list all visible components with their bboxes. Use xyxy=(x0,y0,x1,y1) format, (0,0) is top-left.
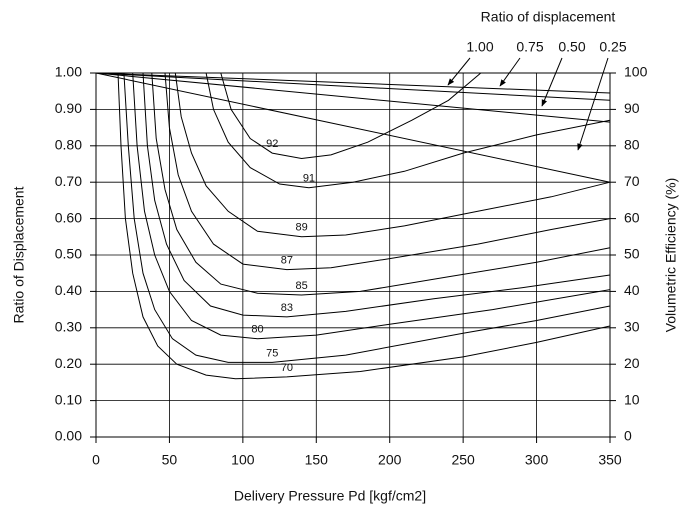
annotation: 1.00 xyxy=(466,39,493,55)
arrow xyxy=(447,57,471,86)
annotation: 0.75 xyxy=(516,39,543,55)
y2-tick-label: 30 xyxy=(624,319,640,335)
y-tick-label: 0.60 xyxy=(55,209,82,225)
efficiency-line xyxy=(95,72,611,94)
contour-label: 83 xyxy=(281,302,293,314)
arrow xyxy=(541,57,563,107)
y-tick-label: 0.80 xyxy=(55,137,82,153)
y-tick-label: 0.20 xyxy=(55,355,82,371)
y2-tick-label: 90 xyxy=(624,100,640,116)
contour-line xyxy=(205,72,611,189)
contour-label: 92 xyxy=(266,138,278,150)
contour-line xyxy=(151,72,611,296)
contour-line xyxy=(123,72,611,363)
contour-label: 80 xyxy=(251,324,263,336)
contour-line xyxy=(117,72,611,380)
efficiency-line xyxy=(95,72,611,123)
y-axis-label: Ratio of Displacement xyxy=(11,186,27,323)
y2-axis-label: Volumetric Efficiency (%) xyxy=(663,178,679,333)
y-tick-label: 0.40 xyxy=(55,282,82,298)
x-tick-label: 0 xyxy=(92,452,100,468)
efficiency-line xyxy=(95,72,611,101)
y2-tick-label: 20 xyxy=(624,355,640,371)
x-tick-label: 300 xyxy=(525,452,549,468)
arrow xyxy=(499,57,521,87)
y-tick-label: 0.30 xyxy=(55,319,82,335)
contour-line xyxy=(132,72,611,340)
y-tick-label: 0.10 xyxy=(55,391,82,407)
arrows xyxy=(447,57,609,151)
y2-tick-label: 40 xyxy=(624,282,640,298)
y2-tick-label: 60 xyxy=(624,209,640,225)
x-tick-label: 350 xyxy=(598,452,622,468)
contour-line xyxy=(164,72,611,271)
efficiency-line xyxy=(95,72,611,183)
contour-line xyxy=(174,72,611,238)
y2-tick-label: 70 xyxy=(624,173,640,189)
y2-tick-label: 80 xyxy=(624,137,640,153)
annotation: 0.50 xyxy=(558,39,585,55)
y2-tick-label: 10 xyxy=(624,391,640,407)
x-axis-label: Delivery Pressure Pd [kgf/cm2] xyxy=(234,488,426,504)
y-tick-label: 1.00 xyxy=(55,64,82,80)
contour-label: 70 xyxy=(281,362,293,374)
contour-line xyxy=(220,72,482,160)
contour-label: 87 xyxy=(281,254,293,266)
y-tick-label: 0.00 xyxy=(55,428,82,444)
y-tick-label: 0.70 xyxy=(55,173,82,189)
x-tick-label: 200 xyxy=(378,452,402,468)
arrow xyxy=(577,57,609,151)
x-tick-label: 100 xyxy=(231,452,255,468)
y-tick-label: 0.90 xyxy=(55,100,82,116)
contour-label: 75 xyxy=(266,347,278,359)
x-tick-label: 50 xyxy=(162,452,178,468)
annotation-title: Ratio of displacement xyxy=(481,9,616,25)
contour-line xyxy=(142,72,611,318)
y2-tick-label: 100 xyxy=(624,64,648,80)
contour-label: 89 xyxy=(295,222,307,234)
y-tick-label: 0.50 xyxy=(55,246,82,262)
x-tick-label: 150 xyxy=(305,452,329,468)
y2-tick-label: 0 xyxy=(624,428,632,444)
contour-label: 91 xyxy=(303,173,315,185)
y2-tick-label: 50 xyxy=(624,246,640,262)
contour-label: 85 xyxy=(295,280,307,292)
plot-frame xyxy=(95,72,611,438)
x-tick-label: 250 xyxy=(451,452,475,468)
annotation: 0.25 xyxy=(599,39,626,55)
